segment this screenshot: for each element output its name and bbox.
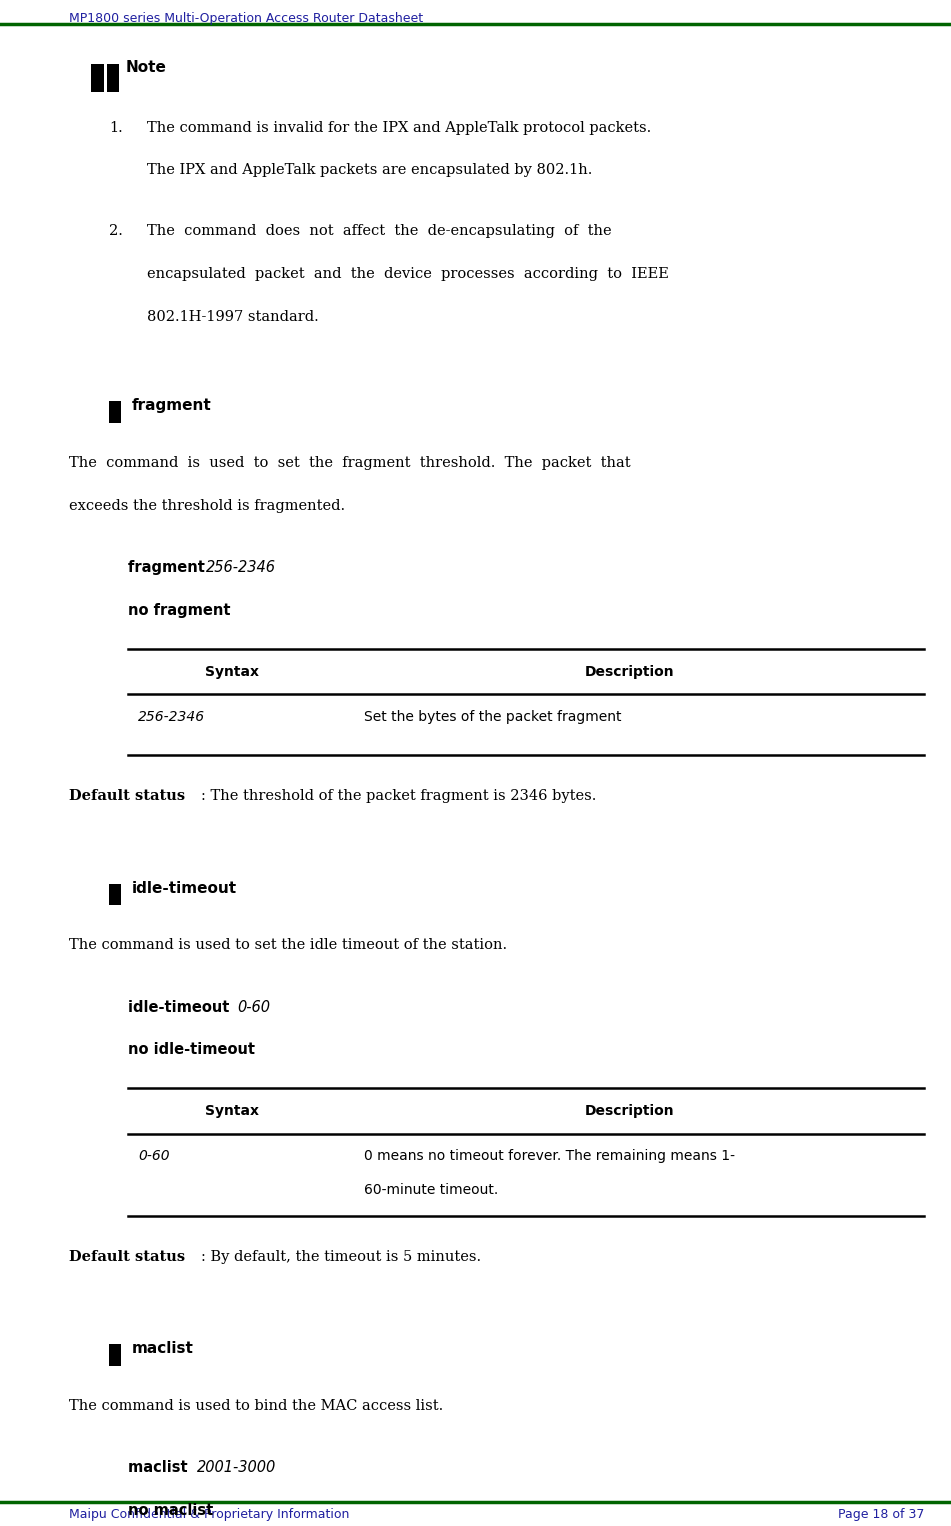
Bar (109, 401, 121, 423)
Text: 256-2346: 256-2346 (206, 560, 277, 575)
Text: : By default, the timeout is 5 minutes.: : By default, the timeout is 5 minutes. (201, 1250, 481, 1264)
Text: Default status: Default status (69, 789, 185, 803)
Text: no maclist: no maclist (128, 1503, 214, 1518)
Bar (91, 64, 104, 92)
Text: Syntax: Syntax (204, 1105, 259, 1119)
Text: encapsulated  packet  and  the  device  processes  according  to  IEEE: encapsulated packet and the device proce… (147, 267, 670, 281)
Text: exceeds the threshold is fragmented.: exceeds the threshold is fragmented. (69, 499, 345, 513)
Text: The command is used to bind the MAC access list.: The command is used to bind the MAC acce… (69, 1399, 444, 1413)
Text: 1.: 1. (109, 121, 123, 134)
Text: idle-timeout: idle-timeout (128, 1000, 235, 1015)
Text: no idle-timeout: no idle-timeout (128, 1042, 256, 1058)
Text: idle-timeout: idle-timeout (132, 881, 238, 896)
Text: 0-60: 0-60 (138, 1149, 169, 1163)
Text: maclist: maclist (132, 1341, 194, 1357)
Text: Note: Note (126, 60, 166, 75)
Text: no fragment: no fragment (128, 603, 231, 618)
Text: Description: Description (585, 1105, 674, 1119)
Text: The  command  does  not  affect  the  de-encapsulating  of  the: The command does not affect the de-encap… (147, 224, 612, 238)
Text: 2.: 2. (109, 224, 124, 238)
Text: 802.1H-1997 standard.: 802.1H-1997 standard. (147, 310, 320, 324)
Bar (109, 1344, 121, 1366)
Bar (104, 64, 107, 92)
Text: 256-2346: 256-2346 (138, 710, 205, 723)
Text: Page 18 of 37: Page 18 of 37 (838, 1508, 924, 1521)
Bar (109, 884, 121, 905)
Text: MP1800 series Multi-Operation Access Router Datasheet: MP1800 series Multi-Operation Access Rou… (69, 12, 423, 26)
Text: Maipu Confidential & Proprietary Information: Maipu Confidential & Proprietary Informa… (69, 1508, 350, 1521)
Text: : The threshold of the packet fragment is 2346 bytes.: : The threshold of the packet fragment i… (201, 789, 596, 803)
Text: Default status: Default status (69, 1250, 185, 1264)
Text: 60-minute timeout.: 60-minute timeout. (364, 1183, 498, 1196)
Bar (107, 64, 119, 92)
Text: maclist: maclist (128, 1460, 193, 1476)
Text: Set the bytes of the packet fragment: Set the bytes of the packet fragment (364, 710, 621, 723)
Text: fragment: fragment (132, 398, 212, 414)
Text: The  command  is  used  to  set  the  fragment  threshold.  The  packet  that: The command is used to set the fragment … (69, 456, 631, 470)
Text: 0-60: 0-60 (237, 1000, 270, 1015)
Text: The IPX and AppleTalk packets are encapsulated by 802.1h.: The IPX and AppleTalk packets are encaps… (147, 163, 592, 177)
Text: Syntax: Syntax (204, 665, 259, 679)
Text: The command is invalid for the IPX and AppleTalk protocol packets.: The command is invalid for the IPX and A… (147, 121, 651, 134)
Text: The command is used to set the idle timeout of the station.: The command is used to set the idle time… (69, 938, 508, 952)
Text: Description: Description (585, 665, 674, 679)
Text: 0 means no timeout forever. The remaining means 1-: 0 means no timeout forever. The remainin… (364, 1149, 735, 1163)
Text: fragment: fragment (128, 560, 210, 575)
Text: 2001-3000: 2001-3000 (197, 1460, 276, 1476)
